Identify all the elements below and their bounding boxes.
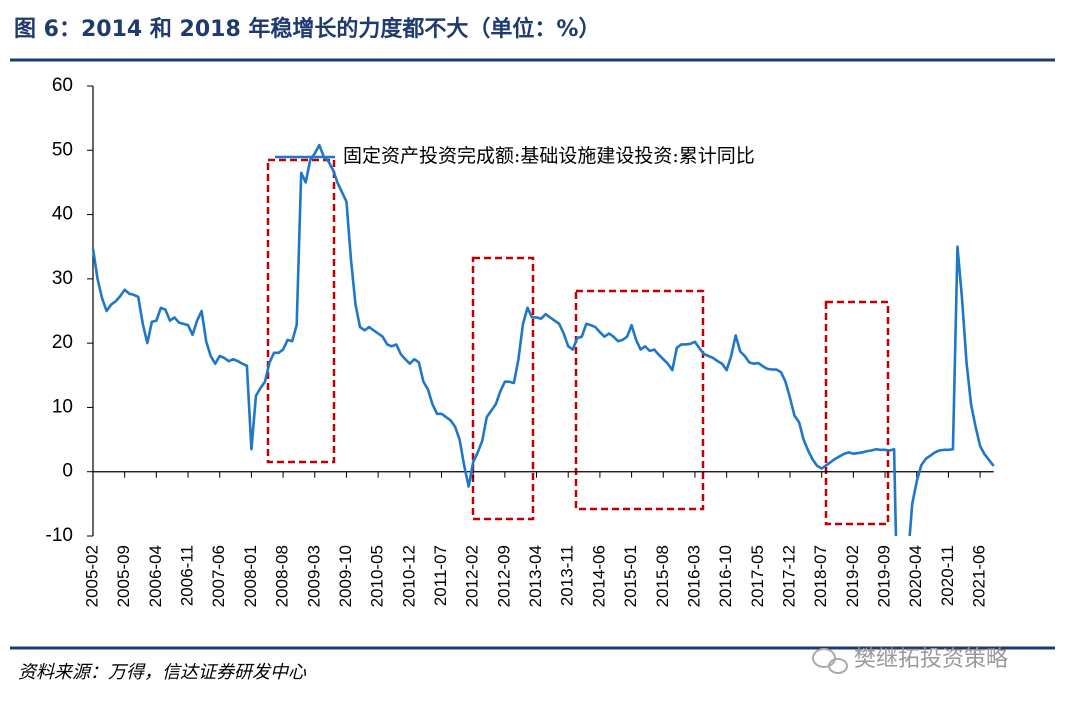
x-tick-label: 2007-06 <box>209 545 228 607</box>
y-tick-label: -10 <box>46 525 73 546</box>
x-tick-label: 2013-11 <box>558 545 577 606</box>
y-tick-label: 20 <box>52 332 73 353</box>
chart-title: 图 6：2014 和 2018 年稳增长的力度都不大（单位：%） <box>14 16 600 42</box>
x-tick-label: 2018-07 <box>811 545 830 607</box>
y-tick-label: 10 <box>52 396 73 417</box>
x-tick-label: 2016-10 <box>716 545 735 607</box>
legend-label: 固定资产投资完成额:基础设施建设投资:累计同比 <box>343 145 755 167</box>
watermark-icon <box>812 648 848 674</box>
y-tick-label: 50 <box>52 139 73 160</box>
highlight-box <box>824 300 890 526</box>
x-tick-label: 2005-02 <box>82 545 101 607</box>
x-tick-label: 2021-06 <box>970 545 989 607</box>
x-tick-label: 2016-03 <box>684 545 703 607</box>
x-tick-label: 2017-05 <box>748 545 767 607</box>
x-tick-label: 2006-04 <box>146 545 165 607</box>
y-tick-label: 0 <box>62 461 73 482</box>
x-tick-label: 2015-01 <box>621 545 640 607</box>
x-tick-label: 2008-08 <box>273 545 292 607</box>
x-tick-label: 2006-11 <box>178 545 197 606</box>
x-tick-label: 2008-01 <box>241 545 260 607</box>
x-tick-label: 2020-11 <box>938 545 957 606</box>
y-tick-label: 60 <box>52 75 73 96</box>
y-tick-label: 30 <box>52 268 73 289</box>
x-tick-label: 2005-09 <box>114 545 133 607</box>
x-tick-label: 2010-12 <box>399 545 418 607</box>
x-tick-label: 2020-04 <box>906 545 925 607</box>
x-tick-label: 2019-02 <box>843 545 862 607</box>
watermark: 樊继拓投资策略 <box>854 647 1008 672</box>
data-line <box>91 143 995 536</box>
highlight-box <box>471 256 535 521</box>
x-tick-label: 2012-02 <box>463 545 482 607</box>
x-tick-label: 2014-06 <box>589 545 608 607</box>
x-tick-label: 2010-05 <box>368 545 387 607</box>
plot: -10 0 10 20 30 40 50 60 2005-02 2005-09 2006-04 200… <box>46 75 995 607</box>
source: 资料来源：万得，信达证券研发中心 <box>18 662 307 683</box>
x-tick-label: 2017-12 <box>779 545 798 607</box>
x-tick-label: 2013-04 <box>526 545 545 607</box>
highlight-box <box>266 158 336 464</box>
highlight-box <box>574 289 705 511</box>
x-tick-label: 2012-09 <box>494 545 513 607</box>
y-tick-label: 40 <box>52 204 73 225</box>
x-tick-label: 2011-07 <box>431 545 450 606</box>
x-tick-label: 2019-09 <box>875 545 894 607</box>
x-tick-label: 2015-08 <box>653 545 672 607</box>
x-tick-label: 2009-03 <box>304 545 323 607</box>
x-tick-label: 2009-10 <box>336 545 355 607</box>
